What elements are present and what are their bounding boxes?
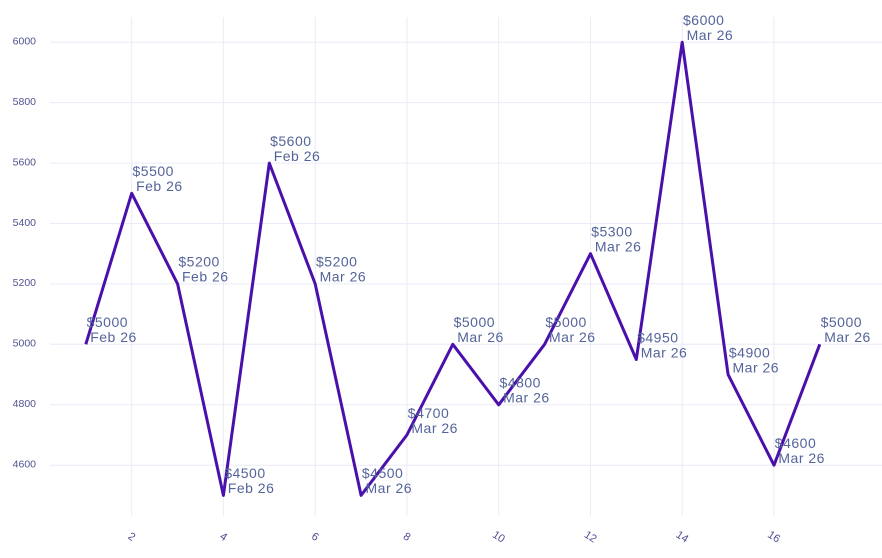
svg-text:$5200: $5200 (316, 254, 357, 270)
svg-text:$5000: $5000 (821, 314, 862, 330)
svg-text:Feb 26: Feb 26 (90, 329, 137, 345)
svg-text:$5500: $5500 (133, 163, 174, 179)
svg-text:Mar 26: Mar 26 (320, 269, 367, 285)
svg-text:8: 8 (401, 530, 413, 543)
svg-text:Mar 26: Mar 26 (687, 27, 734, 43)
svg-text:$5300: $5300 (591, 224, 632, 240)
svg-text:Mar 26: Mar 26 (595, 239, 642, 255)
svg-text:5400: 5400 (13, 217, 37, 229)
svg-text:16: 16 (765, 529, 782, 546)
svg-text:4800: 4800 (13, 398, 37, 410)
svg-text:$6000: $6000 (683, 12, 724, 28)
svg-text:$4700: $4700 (408, 405, 449, 421)
svg-text:Mar 26: Mar 26 (503, 390, 550, 406)
svg-text:$5600: $5600 (270, 133, 311, 149)
svg-text:14: 14 (674, 529, 691, 546)
svg-text:$4800: $4800 (500, 375, 541, 391)
svg-text:Mar 26: Mar 26 (411, 420, 458, 436)
svg-text:Mar 26: Mar 26 (641, 344, 688, 360)
svg-text:$4950: $4950 (637, 329, 678, 345)
svg-text:$5000: $5000 (454, 314, 495, 330)
svg-text:$4500: $4500 (224, 465, 265, 481)
svg-text:$5000: $5000 (87, 314, 128, 330)
svg-text:4600: 4600 (13, 459, 37, 471)
svg-text:Mar 26: Mar 26 (549, 329, 596, 345)
svg-text:5200: 5200 (13, 277, 37, 289)
svg-text:$4500: $4500 (362, 465, 403, 481)
svg-text:Mar 26: Mar 26 (366, 480, 413, 496)
svg-text:4: 4 (217, 530, 229, 543)
svg-text:$5200: $5200 (178, 254, 219, 270)
svg-text:Mar 26: Mar 26 (733, 359, 780, 375)
svg-text:12: 12 (582, 529, 599, 546)
svg-text:Feb 26: Feb 26 (228, 480, 275, 496)
svg-text:5000: 5000 (13, 338, 37, 350)
svg-text:Mar 26: Mar 26 (824, 329, 871, 345)
svg-text:$5000: $5000 (545, 314, 586, 330)
svg-text:Feb 26: Feb 26 (136, 178, 183, 194)
svg-text:$4900: $4900 (729, 344, 770, 360)
svg-text:Mar 26: Mar 26 (457, 329, 504, 345)
svg-text:6: 6 (309, 530, 321, 543)
svg-text:5600: 5600 (13, 156, 37, 168)
svg-text:5800: 5800 (13, 96, 37, 108)
svg-text:$4600: $4600 (775, 435, 816, 451)
svg-text:2: 2 (126, 530, 138, 543)
svg-text:Feb 26: Feb 26 (274, 148, 321, 164)
svg-text:6000: 6000 (13, 36, 37, 48)
svg-text:10: 10 (490, 529, 507, 546)
svg-text:Feb 26: Feb 26 (182, 269, 229, 285)
svg-text:Mar 26: Mar 26 (778, 450, 825, 466)
